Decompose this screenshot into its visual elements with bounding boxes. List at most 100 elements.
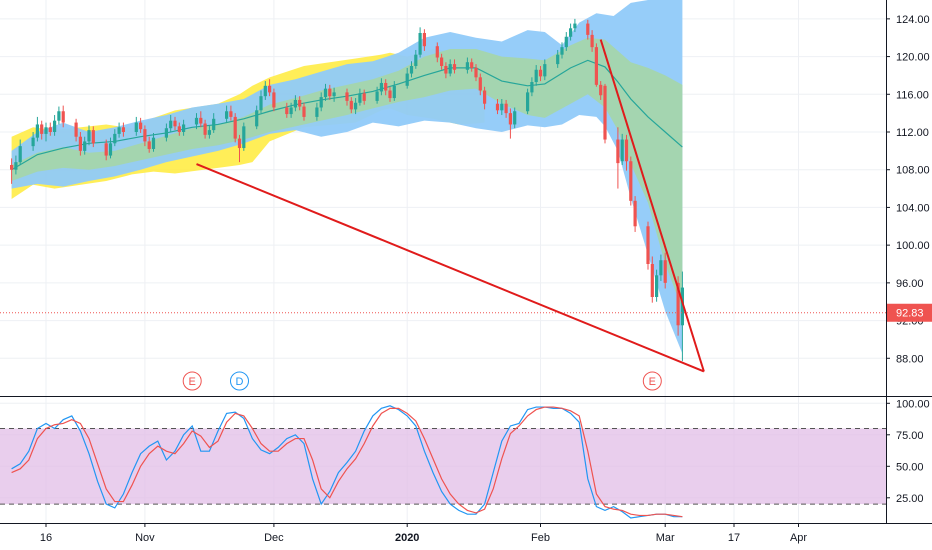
candle-body-up xyxy=(207,130,211,135)
candle-body-up xyxy=(151,137,156,149)
candle-body-down xyxy=(362,93,366,101)
candle-body-up xyxy=(44,127,48,134)
candle-body-down xyxy=(629,161,633,201)
event-badge xyxy=(230,371,249,391)
candle-body-up xyxy=(680,287,684,326)
candle-body-down xyxy=(650,264,654,297)
candle-body-down xyxy=(422,33,426,47)
candle-body-down xyxy=(603,85,607,140)
candle-body-up xyxy=(569,28,573,37)
candle-body-up xyxy=(212,118,216,131)
candle-body-down xyxy=(349,100,353,110)
candle-body-down xyxy=(147,141,151,149)
candle-body-up xyxy=(87,130,91,142)
candle-body-down xyxy=(139,122,143,130)
candle-body-up xyxy=(83,141,87,151)
candle-body-up xyxy=(534,69,538,83)
event-badge xyxy=(642,371,662,391)
candle-body-down xyxy=(633,200,637,227)
candle-body-up xyxy=(414,54,418,66)
candle-body-down xyxy=(590,34,594,48)
candle-body-down xyxy=(624,139,629,162)
candle-body-down xyxy=(435,46,439,58)
candle-body-up xyxy=(194,117,199,125)
candle-body-up xyxy=(113,133,117,144)
candle-body-down xyxy=(199,117,203,124)
trend-line xyxy=(196,163,705,373)
price-tick-label: 124.00 xyxy=(896,14,930,26)
candle-body-up xyxy=(405,73,409,86)
last-price-tag xyxy=(887,303,932,322)
candle-body-down xyxy=(616,139,620,164)
candle-body-down xyxy=(444,66,448,74)
time-tick-label: 16 xyxy=(40,532,52,544)
oscillator-tick-label: 25.00 xyxy=(896,493,924,505)
time-tick-label: Nov xyxy=(135,532,155,544)
candle-body-down xyxy=(229,111,233,117)
event-badge-label: E xyxy=(649,376,656,388)
candle-body-up xyxy=(14,162,18,170)
candle-body-down xyxy=(91,130,95,144)
candle-body-up xyxy=(31,137,35,147)
candle-body-up xyxy=(564,36,568,48)
price-tick-label: 120.00 xyxy=(896,52,930,64)
price-tick-label: 100.00 xyxy=(896,240,930,252)
candle-body-down xyxy=(504,103,508,114)
price-tick-label: 108.00 xyxy=(896,165,930,177)
candle-body-down xyxy=(121,127,125,132)
event-badge-label: D xyxy=(236,376,244,388)
candle-body-down xyxy=(328,88,332,97)
candle-body-down xyxy=(48,127,52,132)
candle-body-up xyxy=(530,82,534,93)
price-tick-label: 96.00 xyxy=(896,278,924,290)
candle-body-up xyxy=(332,92,336,97)
candle-body-up xyxy=(659,260,663,276)
candle-body-up xyxy=(465,62,469,70)
stochastic-k-line xyxy=(11,405,683,519)
time-tick-label: Apr xyxy=(790,532,807,544)
candle-body-down xyxy=(594,47,598,85)
oscillator-tick-label: 50.00 xyxy=(896,461,924,473)
time-tick-label: Feb xyxy=(531,532,550,544)
candle-body-down xyxy=(483,90,487,104)
stochastic-d-line xyxy=(11,406,683,518)
event-badge xyxy=(182,371,202,391)
candle-body-down xyxy=(538,69,543,77)
candle-body-up xyxy=(354,102,358,110)
candle-body-up xyxy=(289,107,293,115)
price-tick-label: 88.00 xyxy=(896,353,924,365)
candle-body-down xyxy=(676,282,680,326)
candle-body-up xyxy=(35,124,39,138)
candle-body-up xyxy=(225,111,229,119)
candle-body-down xyxy=(478,77,482,91)
candle-body-down xyxy=(452,64,457,70)
candle-body-up xyxy=(375,91,379,101)
candle-body-up xyxy=(573,23,577,29)
candle-body-up xyxy=(169,120,173,129)
candle-body-down xyxy=(203,123,207,135)
candle-body-down xyxy=(508,113,512,125)
candle-body-down xyxy=(495,103,500,111)
candle-body-up xyxy=(379,82,383,92)
candle-body-down xyxy=(470,62,474,68)
event-badge-label: E xyxy=(189,376,196,388)
oscillator-tick-label: 100.00 xyxy=(896,398,930,410)
candle-body-down xyxy=(10,165,14,170)
oscillator-tick-label: 75.00 xyxy=(896,430,924,442)
candle-body-up xyxy=(319,97,323,108)
candle-body-down xyxy=(586,23,590,35)
candle-body-up xyxy=(117,127,121,134)
candle-body-down xyxy=(173,120,177,127)
trend-line xyxy=(599,39,705,372)
candle-body-down xyxy=(474,67,478,78)
time-tick-label: Dec xyxy=(264,532,284,544)
candle-body-down xyxy=(177,126,181,132)
candle-body-up xyxy=(418,33,422,55)
price-tick-label: 112.00 xyxy=(896,127,929,139)
candle-body-up xyxy=(53,120,57,132)
candle-body-down xyxy=(40,124,44,134)
candle-body-down xyxy=(268,85,272,93)
